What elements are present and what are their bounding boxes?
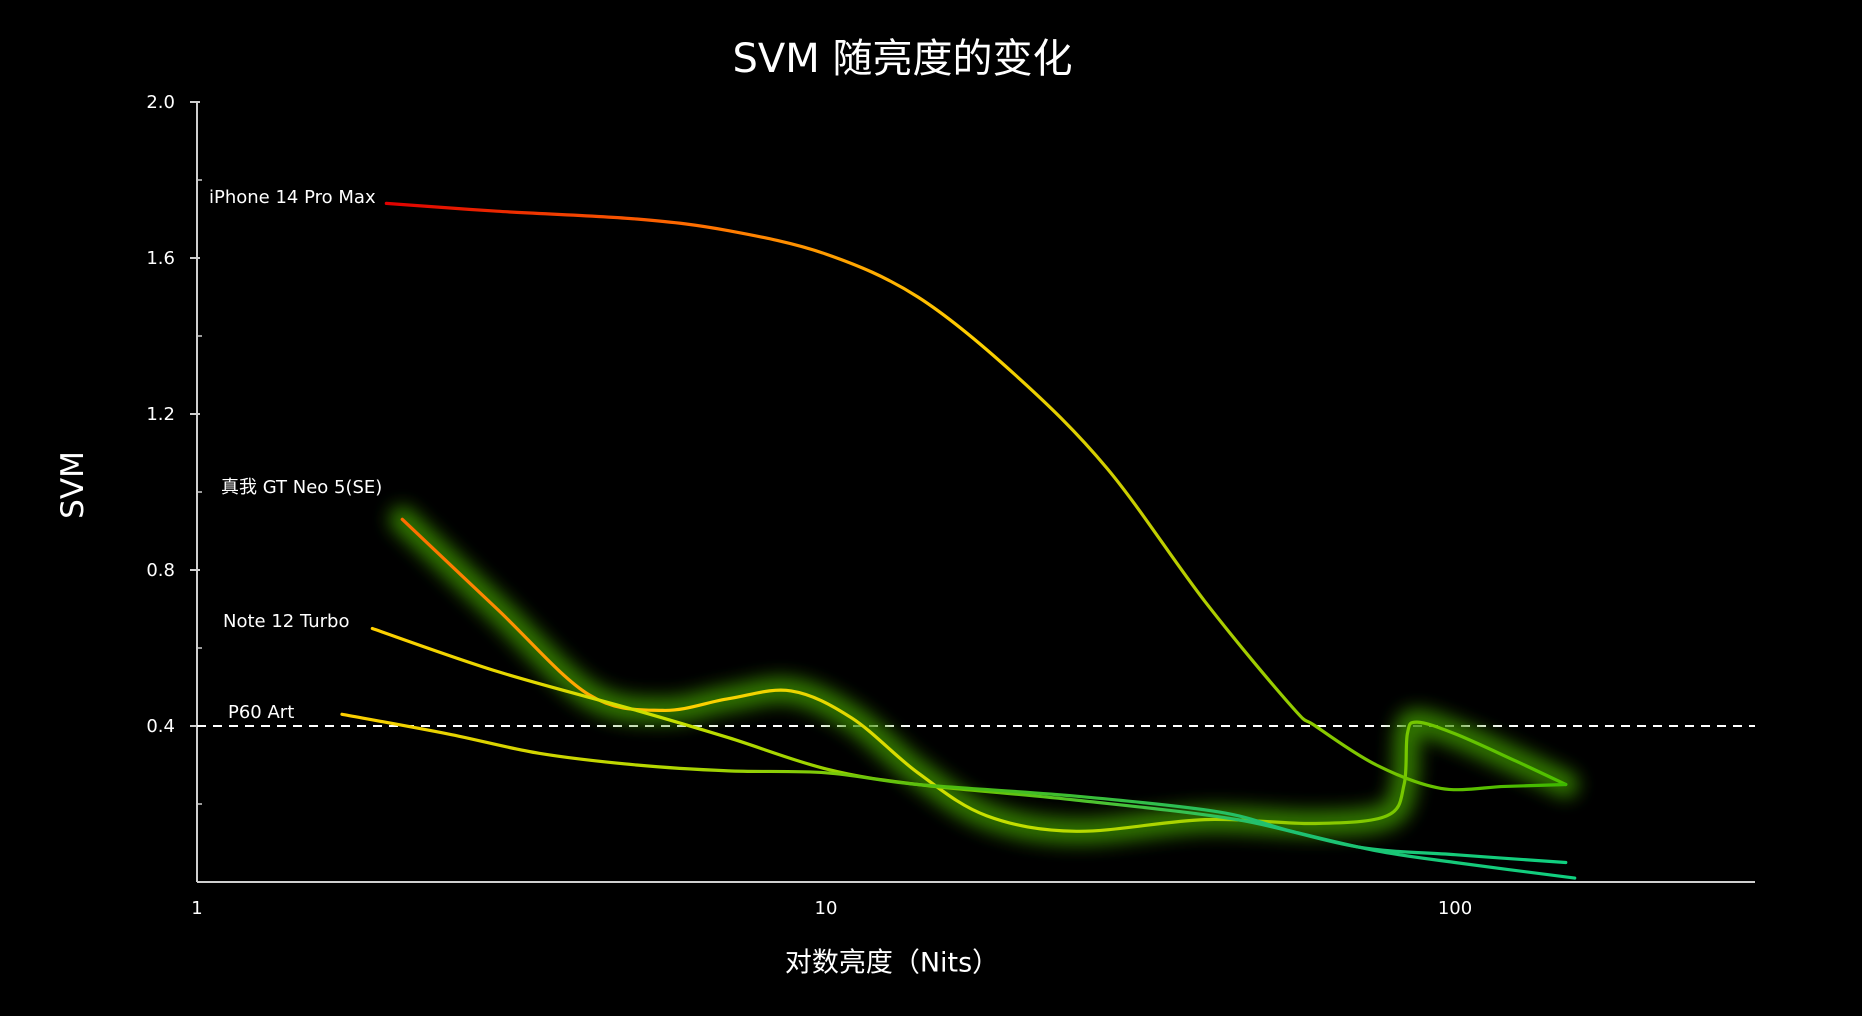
series-line-p60-art bbox=[340, 712, 1577, 880]
x-tick-label: 10 bbox=[815, 898, 838, 919]
series-label: 真我 GT Neo 5(SE) bbox=[221, 477, 382, 498]
chart-title: SVM 随亮度的变化 bbox=[732, 36, 1073, 82]
series-glow bbox=[389, 506, 1579, 845]
y-tick-label: 1.2 bbox=[146, 404, 175, 425]
y-tick-label: 2.0 bbox=[146, 92, 175, 113]
series-label: iPhone 14 Pro Max bbox=[209, 187, 376, 208]
series-lines bbox=[340, 201, 1579, 880]
y-tick-label: 1.6 bbox=[146, 248, 175, 269]
x-tick-label: 1 bbox=[191, 898, 202, 919]
x-axis-title: 对数亮度（Nits） bbox=[784, 947, 1000, 979]
series-line-iphone-14-pro-max bbox=[384, 201, 1568, 792]
y-tick-label: 0.4 bbox=[146, 716, 175, 737]
y-tick-label: 0.8 bbox=[146, 560, 175, 581]
series-label: Note 12 Turbo bbox=[223, 611, 349, 632]
axes: 0.4 0.8 1.2 1.6 2.0 1 10 100 bbox=[146, 92, 1755, 919]
series-label: P60 Art bbox=[228, 702, 294, 723]
x-tick-label: 100 bbox=[1438, 898, 1472, 919]
series-labels: iPhone 14 Pro Max 真我 GT Neo 5(SE) Note 12 … bbox=[209, 187, 382, 723]
